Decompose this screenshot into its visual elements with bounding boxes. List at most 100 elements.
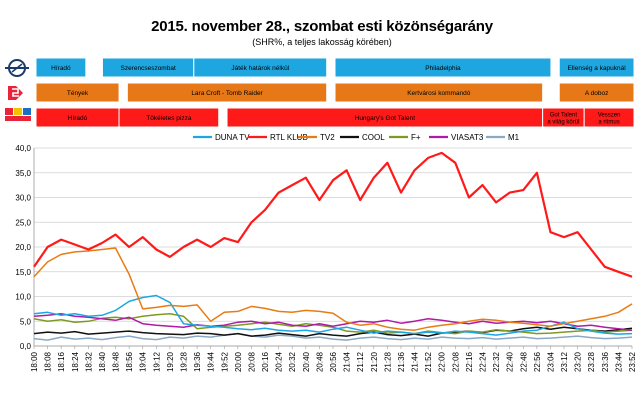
chart-series [33,151,633,341]
program-block-duna: Szerencseszombat [101,57,195,78]
program-block-label: Hungary's Got Talent [355,115,416,122]
x-tick-label: 23:04 [546,351,555,372]
x-tick-label: 20:40 [302,351,311,372]
series-line-cool [33,326,633,337]
x-tick-label: 23:36 [601,351,610,372]
program-block-label: Vesszen [598,113,621,119]
legend-label: M1 [508,133,520,142]
program-block-label: A doboz [585,90,609,97]
series-line-duna [33,294,633,336]
x-tick-label: 18:16 [57,351,66,372]
x-tick-label: 21:12 [356,351,365,372]
duna-logo-icon [5,59,29,77]
legend-item: TV2 [298,133,335,142]
x-tick-label: 22:56 [533,351,542,372]
program-block-tv2: Kertvárosi kommandó [334,82,544,103]
program-block-duna: Ellenség a kapuknál [558,57,635,78]
legend-label: DUNA TV [215,133,250,142]
x-tick-label: 20:08 [247,351,256,372]
series-line-tv2 [33,247,633,331]
program-block-label: Szerencseszombat [120,65,175,72]
y-axis: 0,0 5,0 10,0 15,0 20,0 25,0 30,0 35,0 40,0 [15,144,31,351]
chart-legend: DUNA TV RTL KLUB TV2 COOL F+ VIASAT3 M1 [193,133,520,142]
chart-grid [33,147,632,347]
page-title: 2015. november 28., szombat esti közönsé… [151,18,493,35]
x-tick-label: 21:36 [397,351,406,372]
x-tick-label: 21:28 [383,351,392,372]
legend-label: COOL [362,133,385,142]
program-block-duna: Philadelphia [334,57,552,78]
x-tick-label: 20:56 [329,351,338,372]
program-block-tv2: A doboz [558,82,635,103]
x-tick-label: 18:40 [98,351,107,372]
x-tick-label: 23:44 [614,351,623,372]
series-line-m1 [33,332,633,341]
program-block-rtl: Tökéletes pizza [118,107,220,128]
x-tick-label: 23:28 [587,351,596,372]
program-blocks: Híradó Szerencseszombat Játék határok nélk… [35,57,635,128]
program-block-label: Kertvárosi kommandó [407,90,471,97]
x-axis: 18:00 18:08 18:16 18:24 18:32 18:40 18:48 18:56… [30,346,637,372]
x-tick-label: 22:00 [438,351,447,372]
legend-label: VIASAT3 [451,133,484,142]
series-line-fplus [33,313,633,335]
program-block-tv2: Lara Croft - Tomb Raider [126,82,328,103]
legend-item: M1 [486,133,520,142]
x-tick-label: 18:48 [112,351,121,372]
series-line-rtl [33,151,633,278]
x-tick-label: 23:52 [628,351,637,372]
y-tick-label: 5,0 [20,317,32,326]
x-tick-label: 22:16 [465,351,474,372]
x-tick-label: 21:04 [343,351,352,372]
y-tick-label: 35,0 [15,169,31,178]
program-block-tv2: Tények [35,82,120,103]
program-block-label: a ritmus [598,120,619,126]
x-tick-label: 23:20 [574,351,583,372]
program-block-label: Híradó [51,65,71,72]
x-tick-label: 23:12 [560,351,569,372]
legend-item: RTL KLUB [248,133,308,142]
program-block-label: a világ körül [547,120,579,126]
legend-label: F+ [411,133,421,142]
x-tick-label: 18:56 [125,351,134,372]
legend-item: DUNA TV [193,133,250,142]
x-tick-label: 21:52 [424,351,433,372]
rtl-klub-logo-icon [5,108,31,121]
x-tick-label: 20:16 [261,351,270,372]
program-block-label: Philadelphia [425,65,461,72]
legend-item: COOL [340,133,385,142]
x-tick-label: 19:44 [207,351,216,372]
program-block-label: Lara Croft - Tomb Raider [191,90,263,97]
x-tick-label: 22:48 [519,351,528,372]
x-tick-label: 20:24 [275,351,284,372]
y-tick-label: 40,0 [15,144,31,153]
x-tick-label: 21:44 [411,351,420,372]
x-tick-label: 18:08 [44,351,53,372]
x-tick-label: 18:24 [71,351,80,372]
legend-item: F+ [389,133,421,142]
y-tick-label: 25,0 [15,218,31,227]
x-tick-label: 21:20 [370,351,379,372]
program-block-label: Tökéletes pizza [146,115,192,122]
x-tick-label: 19:36 [193,351,202,372]
program-block-label: Got Talent [550,113,578,119]
x-tick-label: 19:20 [166,351,175,372]
x-tick-label: 19:12 [152,351,161,372]
program-block-duna: Játék határok nélkül [193,57,328,78]
program-block-label: Játék határok nélkül [231,65,289,72]
x-tick-label: 19:04 [139,351,148,372]
program-block-label: Híradó [68,115,88,122]
y-tick-label: 30,0 [15,194,31,203]
x-tick-label: 18:32 [84,351,93,372]
program-block-duna: Híradó [35,57,87,78]
program-block-label: Tények [67,90,89,97]
y-tick-label: 10,0 [15,293,31,302]
program-block-rtl: Hungary's Got Talent [226,107,544,128]
x-tick-label: 20:32 [288,351,297,372]
program-block-rtl: Híradó [35,107,120,128]
legend-label: TV2 [320,133,335,142]
x-tick-label: 22:08 [451,351,460,372]
x-tick-label: 18:00 [30,351,39,372]
